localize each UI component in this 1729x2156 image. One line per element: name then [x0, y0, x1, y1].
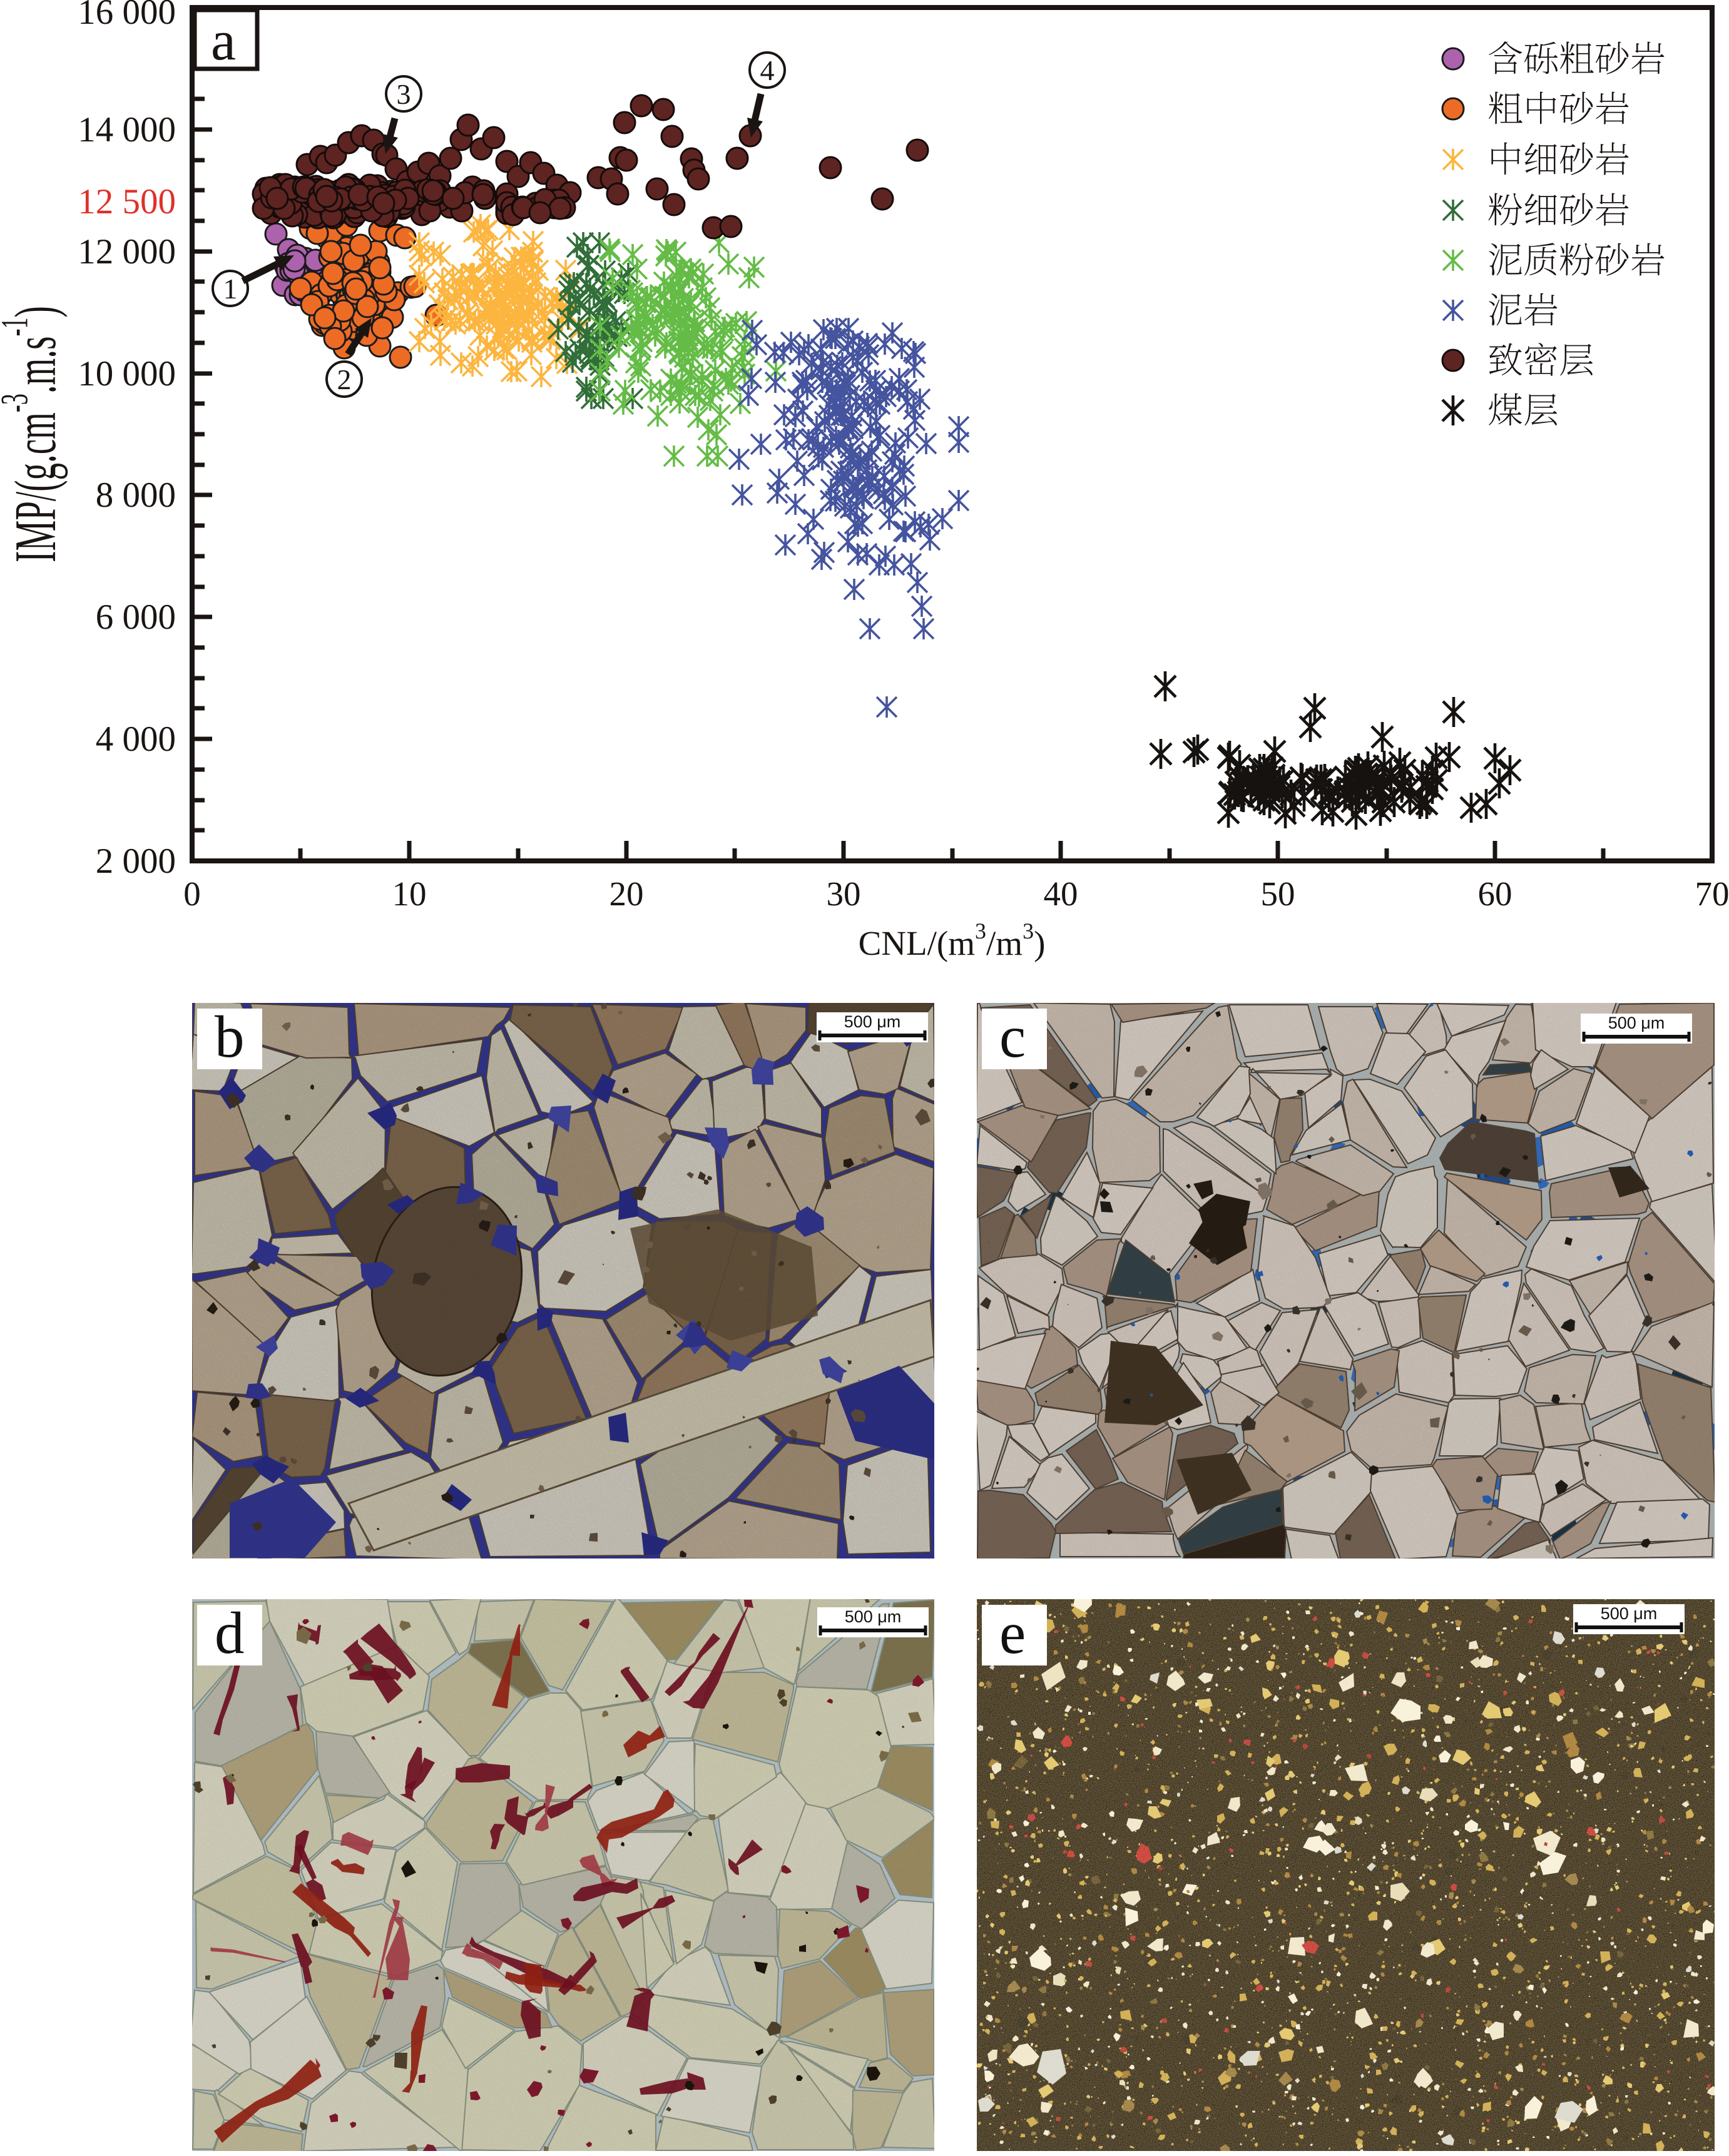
- svg-text:4 000: 4 000: [96, 720, 176, 759]
- svg-text:70: 70: [1695, 875, 1729, 913]
- svg-text:0: 0: [183, 875, 201, 913]
- svg-text:d: d: [215, 1600, 245, 1666]
- svg-text:IMP/(g.cm-3.m.s-1): IMP/(g.cm-3.m.s-1): [0, 306, 68, 562]
- svg-text:2 000: 2 000: [96, 842, 176, 881]
- svg-text:500 μm: 500 μm: [1608, 1014, 1665, 1032]
- svg-text:40: 40: [1044, 875, 1078, 913]
- svg-text:6 000: 6 000: [96, 597, 176, 637]
- svg-text:20: 20: [609, 875, 644, 913]
- svg-text:3: 3: [397, 78, 411, 110]
- svg-text:12 500: 12 500: [78, 182, 176, 221]
- svg-text:60: 60: [1478, 875, 1512, 913]
- svg-text:30: 30: [827, 875, 861, 913]
- svg-text:10 000: 10 000: [78, 354, 176, 394]
- svg-text:16 000: 16 000: [78, 0, 176, 32]
- svg-text:10: 10: [392, 875, 427, 913]
- svg-text:8 000: 8 000: [96, 475, 176, 515]
- svg-text:500 μm: 500 μm: [845, 1607, 902, 1626]
- svg-text:500 μm: 500 μm: [1601, 1604, 1658, 1623]
- svg-text:14 000: 14 000: [78, 110, 176, 150]
- svg-text:500 μm: 500 μm: [844, 1012, 901, 1031]
- svg-text:a: a: [211, 10, 236, 72]
- svg-text:50: 50: [1261, 875, 1295, 913]
- svg-text:12 000: 12 000: [78, 232, 176, 272]
- svg-text:4: 4: [760, 54, 775, 86]
- svg-text:2: 2: [337, 364, 352, 395]
- svg-text:c: c: [999, 1004, 1026, 1070]
- svg-text:CNL/(m3/m3): CNL/(m3/m3): [859, 918, 1046, 962]
- svg-text:e: e: [999, 1600, 1026, 1666]
- svg-text:b: b: [215, 1004, 245, 1070]
- svg-text:1: 1: [223, 273, 238, 305]
